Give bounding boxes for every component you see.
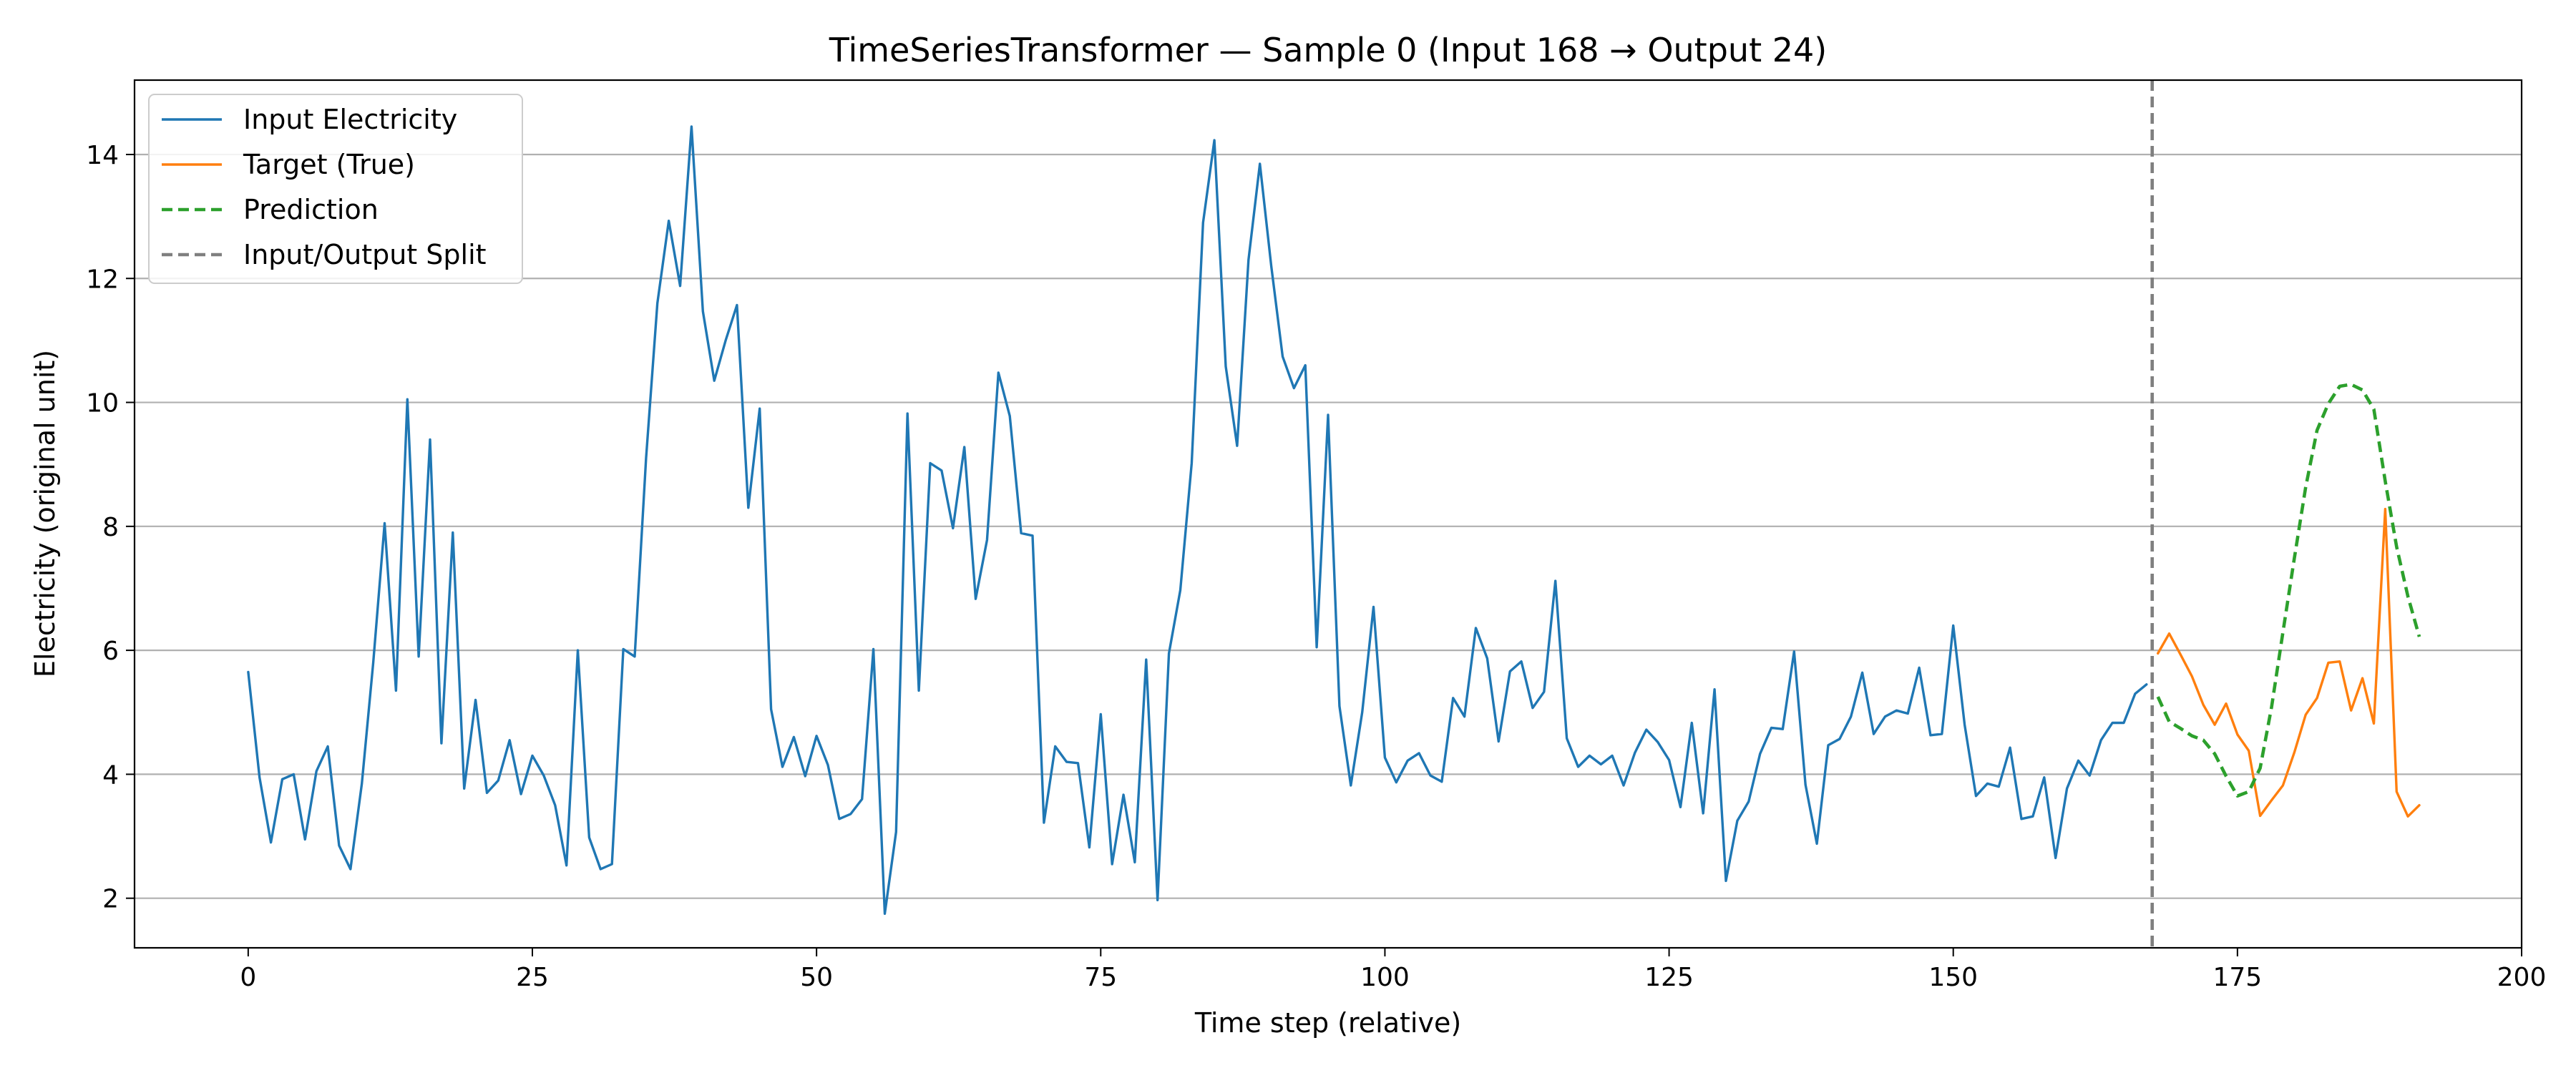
- series-lines: [247, 125, 2421, 916]
- x-tick-label: 150: [1928, 963, 1978, 992]
- x-tick-label: 25: [516, 963, 549, 992]
- y-tick-label: 2: [102, 885, 119, 914]
- series-line-1: [2156, 507, 2421, 818]
- plot-area-frame: [133, 79, 2523, 949]
- x-tick-label: 0: [240, 963, 256, 992]
- y-tick-label: 6: [102, 637, 119, 666]
- chart-title: TimeSeriesTransformer — Sample 0 (Input …: [829, 31, 1827, 69]
- y-tick-label: 14: [86, 141, 119, 170]
- y-tick-label: 12: [86, 265, 119, 294]
- y-tick-label: 8: [102, 513, 119, 542]
- x-axis-label: Time step (relative): [1194, 1007, 1461, 1039]
- legend-box: [148, 94, 523, 284]
- legend-label-0: Input Electricity: [243, 104, 457, 135]
- y-tick-label: 4: [102, 760, 119, 790]
- x-tick-label: 100: [1360, 963, 1410, 992]
- y-tick-label: 10: [86, 389, 119, 418]
- legend-label-1: Target (True): [243, 149, 415, 180]
- x-tick-label: 50: [800, 963, 833, 992]
- legend-label-3: Input/Output Split: [243, 239, 487, 270]
- legend: Input Electricity Target (True) Prediction…: [148, 94, 523, 284]
- x-tick-label: 175: [2212, 963, 2262, 992]
- x-tick-label: 125: [1644, 963, 1694, 992]
- y-axis-label: Electricity (original unit): [29, 350, 61, 677]
- grid-lines: [135, 153, 2522, 899]
- x-tick-label: 75: [1084, 963, 1117, 992]
- legend-label-2: Prediction: [243, 194, 379, 225]
- x-tick-label: 200: [2497, 963, 2547, 992]
- series-line-0: [247, 125, 2148, 916]
- axis-ticks: 0 25 50 75 100 125 150 175 200 2 4 6 8 10 12 14: [86, 141, 2546, 992]
